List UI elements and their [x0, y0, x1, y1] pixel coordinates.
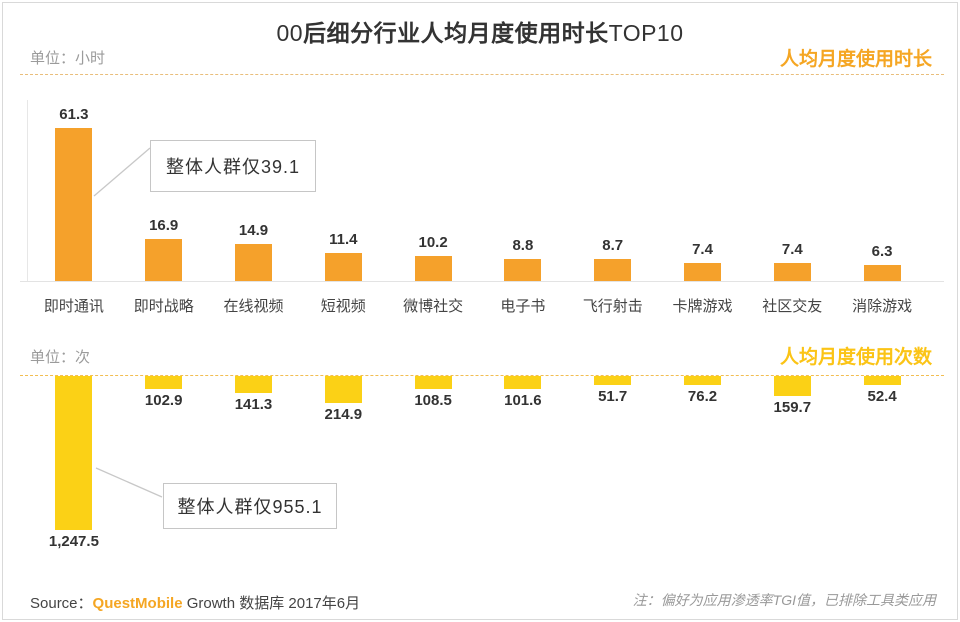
x-axis-line	[20, 281, 944, 282]
source-line: Source：QuestMobile Growth 数据库 2017年6月	[30, 592, 360, 613]
bar-value-label: 8.7	[602, 237, 624, 255]
bar-value-label: 6.3	[871, 243, 893, 261]
bar-在线视频	[235, 376, 272, 394]
source-brand: QuestMobile	[92, 595, 183, 612]
bar-value-label: 61.3	[59, 105, 89, 123]
annotation-text-time: 整体人群仅39.1	[165, 157, 301, 177]
bar-value-label: 7.4	[692, 240, 713, 258]
bar-微博社交	[414, 255, 452, 281]
bar-value-label: 76.2	[687, 388, 718, 406]
unit-label-hours: 单位：小时	[30, 50, 106, 67]
category-label: 卡牌游戏	[672, 298, 733, 315]
leader-line-count	[95, 467, 163, 498]
bar-value-label: 7.4	[781, 240, 803, 258]
page-title-suffix: TOP10	[608, 20, 684, 46]
bar-即时战略	[145, 238, 183, 281]
bar-社区交友	[773, 376, 811, 396]
category-label: 电子书	[500, 298, 546, 315]
bar-即时通讯	[55, 127, 93, 281]
bar-value-label: 108.5	[414, 392, 452, 410]
bar-社区交友	[773, 262, 811, 281]
bar-电子书	[504, 259, 542, 281]
source-rest: Growth 数据库 2017年6月	[182, 595, 361, 612]
bar-value-label: 1,247.5	[48, 533, 99, 551]
bar-卡牌游戏	[684, 262, 721, 281]
source-label: Source：	[30, 595, 93, 612]
category-label: 飞行射击	[582, 298, 643, 315]
bar-value-label: 16.9	[149, 216, 179, 234]
bar-即时战略	[145, 376, 183, 389]
bar-value-label: 52.4	[867, 387, 897, 405]
bar-飞行射击	[594, 376, 632, 385]
bar-value-label: 8.8	[512, 237, 534, 255]
bar-value-label: 14.9	[238, 221, 269, 239]
footnote: 注：偏好为应用渗透率TGI值，已排除工具类应用	[632, 592, 936, 608]
category-label: 即时战略	[133, 298, 194, 315]
bar-value-label: 159.7	[773, 398, 812, 416]
bar-在线视频	[235, 243, 272, 281]
bar-飞行射击	[594, 259, 632, 281]
category-label: 微博社交	[403, 298, 464, 315]
bar-value-label: 51.7	[598, 387, 628, 405]
bar-value-label: 10.2	[418, 233, 448, 251]
annotation-text-count: 整体人群仅955.1	[177, 497, 323, 517]
y-axis-line	[27, 100, 28, 281]
bar-短视频	[324, 252, 362, 281]
bar-value-label: 141.3	[234, 396, 273, 414]
section-title-usage-time: 人均月度使用时长	[779, 49, 932, 70]
bar-电子书	[504, 376, 542, 389]
annotation-box-count: 整体人群仅955.1	[163, 483, 337, 529]
bar-value-label: 214.9	[324, 405, 363, 423]
bar-微博社交	[414, 376, 452, 390]
section-title-usage-count: 人均月度使用次数	[779, 347, 932, 368]
category-label: 在线视频	[223, 298, 284, 315]
bar-即时通讯	[55, 376, 93, 531]
annotation-box-time: 整体人群仅39.1	[150, 140, 316, 192]
bar-value-label: 101.6	[504, 391, 542, 409]
page-title: 00后细分行业人均月度使用时长TOP10	[0, 14, 960, 48]
category-label: 短视频	[320, 298, 366, 315]
bar-卡牌游戏	[684, 376, 721, 386]
bar-消除游戏	[863, 376, 901, 385]
divider-dashed-bottom	[20, 375, 944, 376]
divider-dashed-top	[20, 74, 944, 75]
category-label: 社区交友	[762, 298, 823, 315]
bar-value-label: 11.4	[329, 230, 358, 248]
category-label: 消除游戏	[852, 298, 913, 315]
bar-value-label: 102.9	[144, 391, 183, 409]
page-title-prefix: 00	[276, 20, 304, 46]
bar-消除游戏	[863, 265, 901, 281]
page-title-main: 后细分行业人均月度使用时长	[303, 20, 609, 46]
unit-label-times: 单位：次	[30, 349, 91, 366]
leader-line-time	[93, 147, 151, 197]
category-label: 即时通讯	[43, 298, 104, 315]
bar-短视频	[324, 376, 362, 403]
